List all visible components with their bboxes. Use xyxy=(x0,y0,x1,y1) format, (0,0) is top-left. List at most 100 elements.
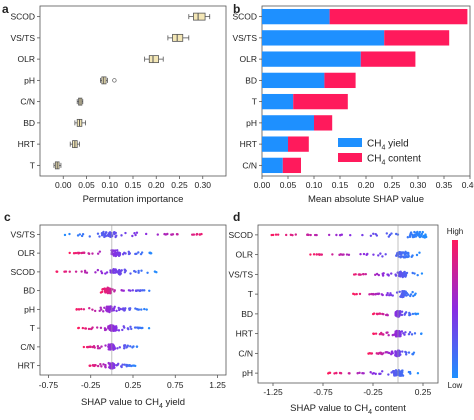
panel-d-letter: d xyxy=(233,210,240,224)
y-tick-label: VS/TS xyxy=(228,269,253,279)
x-tick-label: 0.00 xyxy=(254,180,271,190)
shap-point xyxy=(74,251,78,255)
shap-point xyxy=(143,307,146,311)
shap-point xyxy=(109,232,112,236)
shap-point xyxy=(398,350,402,354)
shap-point xyxy=(384,351,387,354)
bar-segment xyxy=(293,93,348,110)
panel-c-letter: c xyxy=(4,210,11,224)
shap-point xyxy=(403,251,406,255)
shap-point xyxy=(306,233,309,236)
shap-point xyxy=(381,370,384,373)
shap-point xyxy=(88,307,91,310)
shap-point xyxy=(133,326,137,329)
shap-point xyxy=(91,345,94,349)
shap-point xyxy=(80,234,84,238)
panel-c-xlabel: SHAP value to CH4 yield xyxy=(81,397,185,410)
shap-point xyxy=(294,233,297,236)
shap-point xyxy=(102,230,105,234)
shap-point xyxy=(93,309,97,313)
shap-point xyxy=(381,255,384,258)
shap-point xyxy=(372,332,375,336)
shap-point xyxy=(400,371,403,374)
x-tick-label: 0.20 xyxy=(358,180,375,190)
x-tick-label: -0.25 xyxy=(81,380,101,390)
y-tick-label: C/N xyxy=(242,160,257,170)
shap-point xyxy=(72,252,76,255)
shap-point xyxy=(134,233,137,237)
shap-point xyxy=(116,363,119,367)
shap-point xyxy=(312,253,316,256)
shap-point xyxy=(88,364,91,367)
shap-point xyxy=(401,374,405,377)
shap-point xyxy=(55,270,58,273)
shap-point xyxy=(384,313,388,317)
y-tick-label: HRT xyxy=(18,361,35,371)
shap-point xyxy=(395,291,399,294)
shap-point xyxy=(409,232,412,236)
shap-point xyxy=(111,270,115,273)
shap-point xyxy=(420,272,424,275)
shap-point xyxy=(99,306,102,309)
shap-point xyxy=(355,292,358,296)
shap-point xyxy=(81,233,85,236)
shap-point xyxy=(379,372,382,375)
shap-point xyxy=(392,371,396,375)
shap-point xyxy=(78,233,82,236)
shap-point xyxy=(352,273,356,276)
shap-point xyxy=(345,253,349,256)
shap-point xyxy=(102,363,105,366)
shap-point xyxy=(418,251,421,254)
shap-point xyxy=(382,313,385,316)
shap-point xyxy=(104,272,107,275)
shap-point xyxy=(98,309,101,313)
shap-point xyxy=(395,252,399,256)
shap-point xyxy=(112,308,115,312)
shap-point xyxy=(121,363,124,366)
shap-point xyxy=(407,370,411,374)
shap-point xyxy=(362,252,366,256)
shap-point xyxy=(113,251,117,255)
y-tick-label: T xyxy=(30,160,35,170)
shap-point xyxy=(408,312,411,316)
shap-point xyxy=(400,251,404,254)
shap-point xyxy=(414,312,418,316)
shap-point xyxy=(104,231,108,234)
shap-point xyxy=(372,232,375,235)
shap-point xyxy=(359,273,362,276)
shap-point xyxy=(106,310,110,313)
shap-point xyxy=(371,372,374,375)
shap-point xyxy=(77,252,80,255)
shap-point xyxy=(388,294,391,297)
shap-point xyxy=(82,251,86,254)
shap-point xyxy=(338,371,342,375)
x-tick-label: 0.25 xyxy=(171,180,188,190)
shap-point xyxy=(85,345,89,349)
bar-segment xyxy=(384,30,450,46)
shap-point xyxy=(398,374,401,377)
shap-point xyxy=(80,270,83,273)
shap-point xyxy=(372,312,376,315)
shap-point xyxy=(117,306,120,310)
shap-point xyxy=(369,234,373,237)
shap-point xyxy=(347,253,351,257)
x-tick-label: 0.15 xyxy=(332,180,349,190)
shap-point xyxy=(100,234,104,237)
shap-point xyxy=(403,333,406,336)
shap-point xyxy=(68,251,71,255)
colorbar xyxy=(452,240,458,378)
shap-point xyxy=(404,272,408,276)
shap-point xyxy=(384,253,387,256)
shap-point xyxy=(394,351,397,354)
shap-point xyxy=(121,328,124,332)
bar-segment xyxy=(314,115,333,131)
shap-point xyxy=(88,235,91,238)
shap-point xyxy=(104,344,107,347)
shap-point xyxy=(309,233,312,237)
y-tick-label: HRT xyxy=(18,139,35,149)
shap-point xyxy=(327,233,331,237)
shap-point xyxy=(100,270,103,273)
shap-point xyxy=(387,373,390,376)
shap-point xyxy=(96,345,100,348)
